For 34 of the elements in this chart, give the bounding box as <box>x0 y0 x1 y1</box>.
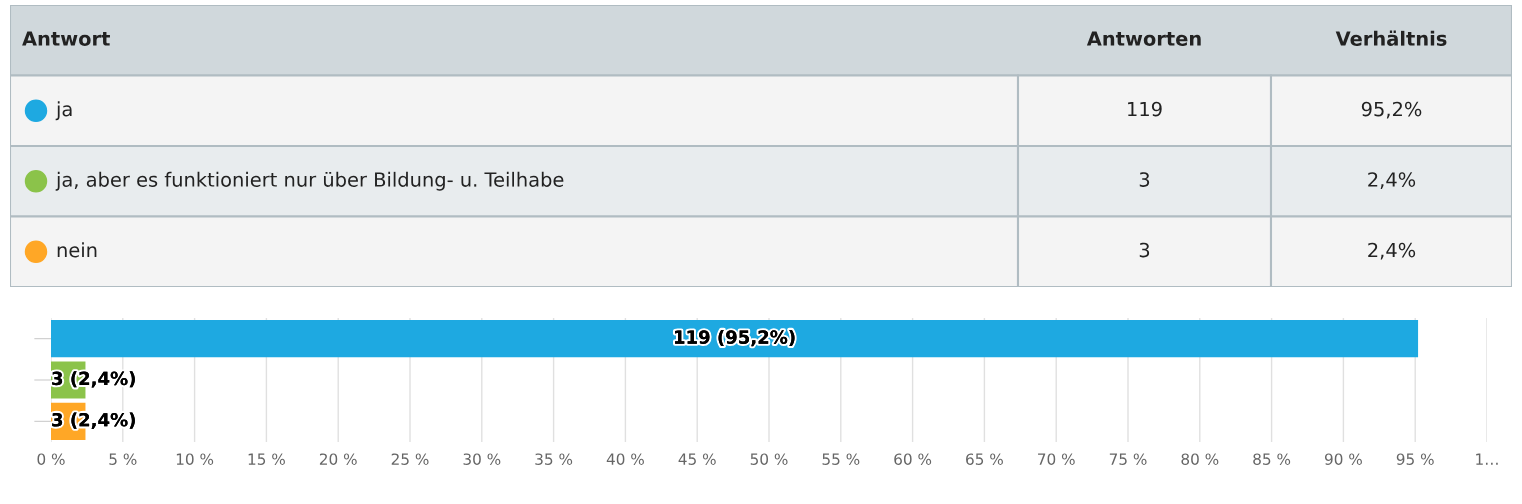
x-tick-label: 80 % <box>1181 453 1219 465</box>
category-label: ja <box>55 101 72 121</box>
x-tick-label: 1… <box>1476 453 1498 465</box>
category-label: nein <box>57 242 97 258</box>
x-tick-label: 55 % <box>822 453 860 465</box>
x-tick-label: 50 % <box>750 453 788 465</box>
text: 3 <box>1139 242 1150 258</box>
text: Verhältnis <box>1335 30 1447 46</box>
text: 119 <box>1128 101 1162 117</box>
x-tick-label: 30 % <box>463 453 501 465</box>
category-label: ja, aber es funktioniert nur über Bildung- u. Teilhabe <box>55 171 564 191</box>
x-tick-label: 40 % <box>606 453 644 465</box>
x-tick-label: 70 % <box>1038 453 1075 465</box>
text: 2,4% <box>1368 172 1416 189</box>
text: Antworten <box>1086 31 1201 46</box>
x-tick-label: 5 % <box>109 453 137 465</box>
text: 95,2% <box>1361 101 1422 119</box>
data-label: 119 (95,2%) <box>675 329 795 347</box>
x-tick-label: 65 % <box>966 453 1003 465</box>
x-tick-label: 20 % <box>319 453 357 465</box>
x-tick-label: 85 % <box>1253 453 1291 465</box>
x-tick-label: 75 % <box>1109 453 1147 465</box>
text: 3 <box>1139 172 1150 187</box>
x-tick-label: 10 % <box>176 453 214 465</box>
x-tick-label: 15 % <box>248 453 285 465</box>
x-tick-label: 95 % <box>1396 453 1434 465</box>
x-tick-label: 90 % <box>1324 453 1362 465</box>
x-tick-label: 60 % <box>894 453 932 465</box>
x-tick-label: 25 % <box>391 453 429 465</box>
x-tick-label: 0 % <box>37 453 65 465</box>
text: Antwort <box>22 31 110 46</box>
x-tick-label: 45 % <box>678 453 716 465</box>
x-tick-label: 35 % <box>535 453 573 465</box>
text: 2,4% <box>1368 242 1416 260</box>
